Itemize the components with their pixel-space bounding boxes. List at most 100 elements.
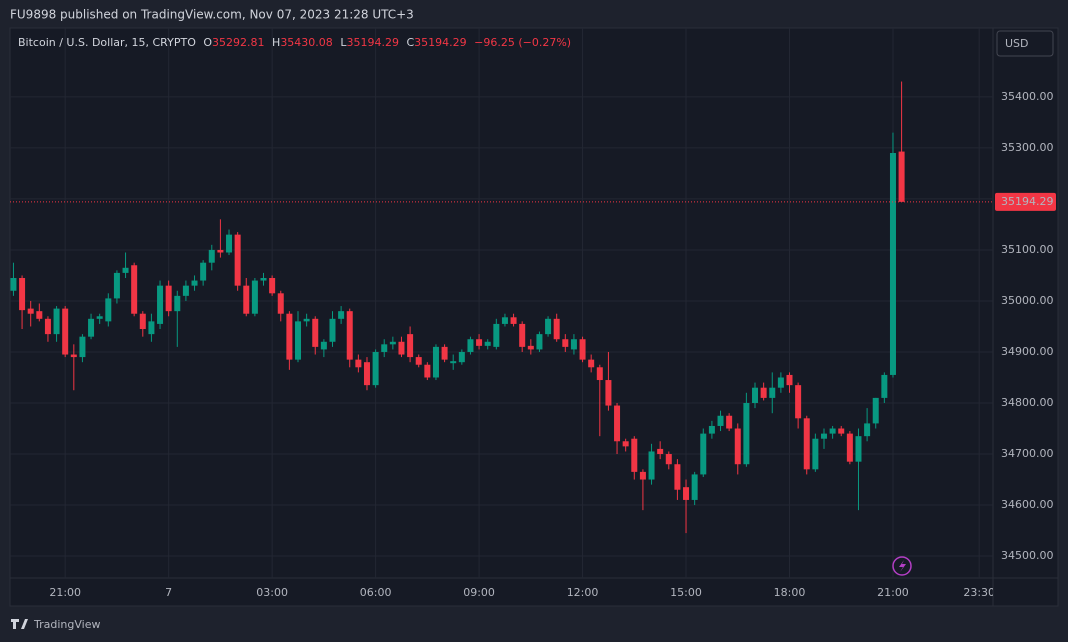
change: −96.25 (−0.27%)	[474, 36, 571, 49]
footer[interactable]: TradingView	[33, 618, 100, 631]
open-value: 35292.81	[212, 36, 265, 49]
candle-body	[553, 318, 560, 340]
candle-body	[338, 311, 345, 319]
candle-body	[864, 423, 871, 437]
candle-body	[260, 278, 267, 281]
candle-body	[889, 153, 896, 375]
candle-body	[329, 318, 336, 342]
candle-body	[760, 387, 767, 398]
legend: Bitcoin / U.S. Dollar, 15, CRYPTO O35292…	[18, 36, 571, 49]
x-tick-label: 12:00	[567, 586, 599, 599]
candle-body	[355, 359, 362, 368]
candle-body	[79, 336, 86, 358]
event-bolt[interactable]	[899, 560, 906, 572]
footer-logo[interactable]: TradingView	[11, 618, 100, 631]
candle-body	[148, 321, 155, 335]
x-tick-label: 21:00	[877, 586, 909, 599]
candle-body	[726, 415, 733, 429]
candle-body	[545, 318, 552, 335]
candle-body	[777, 377, 784, 388]
candle-body	[829, 428, 836, 434]
candle-body	[44, 318, 51, 335]
candle-body	[208, 249, 215, 263]
candle-body	[812, 438, 819, 470]
candle-body	[312, 318, 319, 347]
candle-body	[752, 387, 759, 403]
candle-body	[838, 428, 845, 434]
candle-body	[631, 438, 638, 472]
candle-body	[700, 433, 707, 475]
x-tick-label: 09:00	[463, 586, 495, 599]
candle-body	[96, 316, 103, 319]
candle-body	[200, 262, 207, 281]
y-tick-label: 34900.00	[1001, 345, 1054, 358]
candle-body	[53, 308, 60, 335]
candle-body	[570, 339, 577, 350]
candle-body	[717, 415, 724, 426]
currency-button[interactable]: USD	[996, 30, 1054, 57]
event-circle[interactable]	[892, 556, 912, 576]
y-tick-label: 35300.00	[1001, 141, 1054, 154]
last-price-box	[995, 192, 1056, 211]
candle-body	[105, 298, 112, 322]
candle-body	[493, 323, 500, 347]
candle-body	[10, 278, 17, 291]
candle-body	[381, 344, 388, 352]
last-price-label: 35194.29	[1001, 195, 1054, 208]
candle-body	[527, 345, 534, 350]
candle-body	[536, 334, 543, 350]
candle-body	[803, 418, 810, 470]
candle-body	[303, 318, 310, 322]
candle-body	[708, 425, 715, 434]
candle-body	[795, 385, 802, 419]
candle-body	[363, 362, 370, 386]
candle-body	[665, 454, 672, 465]
candle-body	[415, 357, 422, 365]
y-tick-label: 35400.00	[1001, 90, 1054, 103]
high-value: 35430.08	[280, 36, 333, 49]
candle-body	[614, 405, 621, 442]
candle-body	[277, 293, 284, 314]
y-tick-label: 34600.00	[1001, 498, 1054, 511]
candle-body	[596, 367, 603, 381]
candle-body	[562, 339, 569, 347]
candle-body	[407, 334, 414, 358]
candle-body	[139, 313, 146, 330]
candle-body	[424, 364, 431, 378]
candle-body	[372, 351, 379, 386]
candle-body	[872, 397, 879, 424]
low-label: L	[340, 36, 347, 49]
candle-body	[320, 341, 327, 350]
candle-body	[476, 339, 483, 346]
event-icon[interactable]	[892, 556, 912, 576]
candle-body	[243, 285, 250, 314]
currency[interactable]: USD	[1005, 37, 1029, 50]
candle-body	[588, 359, 595, 368]
y-tick-label: 34500.00	[1001, 549, 1054, 562]
candle-body	[441, 346, 448, 360]
candle-body	[579, 339, 586, 360]
candle-body	[605, 380, 612, 406]
candle-body	[683, 487, 690, 500]
candle-body	[251, 280, 258, 314]
currency-box[interactable]	[996, 30, 1054, 57]
x-tick-label: 21:00	[49, 586, 81, 599]
candle-body	[286, 313, 293, 360]
candle-body	[622, 441, 629, 447]
candle-body	[450, 361, 457, 364]
candle-body	[639, 471, 646, 480]
x-tick-label: 7	[165, 586, 172, 599]
y-tick-label: 34700.00	[1001, 447, 1054, 460]
candle-body	[19, 278, 26, 311]
candle-body	[62, 308, 69, 355]
candle-body	[295, 321, 302, 360]
logo-mark[interactable]	[11, 619, 28, 629]
candle-body	[226, 234, 233, 253]
candle-body	[898, 151, 905, 202]
candle-body	[881, 374, 888, 398]
candle-body	[855, 436, 862, 462]
candle-body	[674, 464, 681, 490]
x-tick-label: 15:00	[670, 586, 702, 599]
